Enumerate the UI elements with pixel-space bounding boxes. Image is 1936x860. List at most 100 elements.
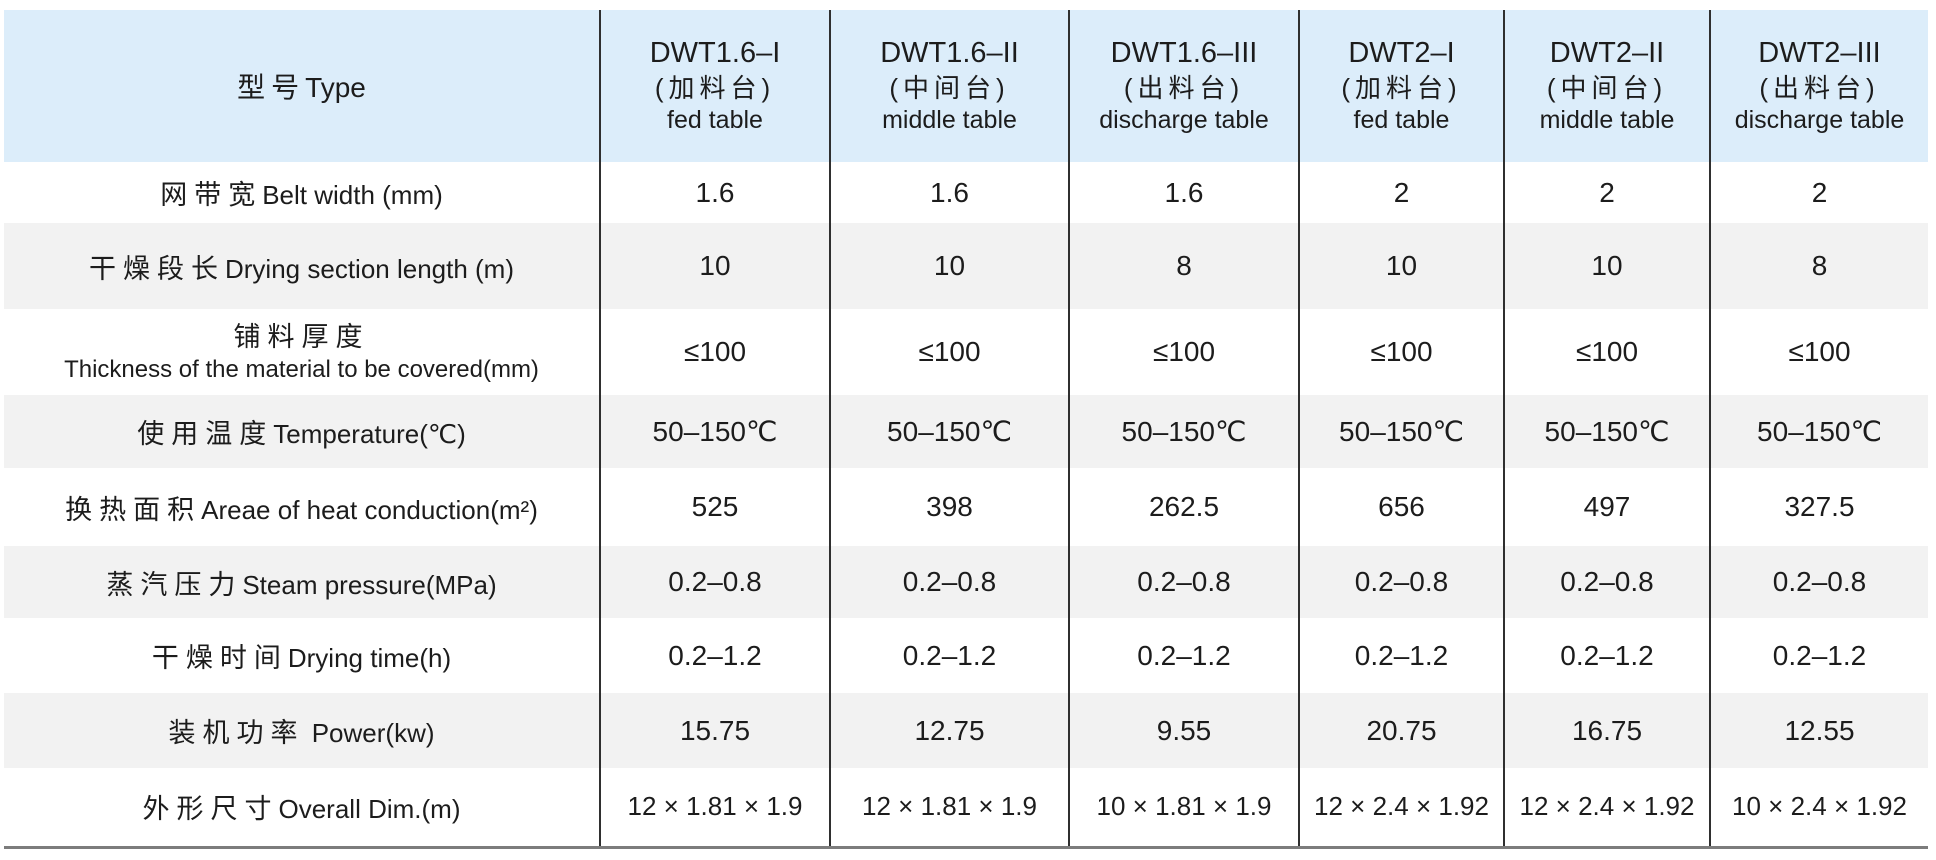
model-name-zh: (加料台) xyxy=(654,73,776,103)
table-cell: 525 xyxy=(599,468,830,546)
table-cell: ≤100 xyxy=(1298,309,1504,395)
table-row-drying-section-length: 干燥段长Drying section length (m) 10 10 8 10… xyxy=(4,223,1928,309)
table-cell: 10 × 2.4 × 1.92 xyxy=(1709,768,1928,847)
table-cell: 10 xyxy=(829,223,1069,309)
table-cell: 50–150℃ xyxy=(829,395,1069,468)
model-name-en: middle table xyxy=(882,106,1017,134)
column-header-dwt2-3: DWT2–III (出料台) discharge table xyxy=(1709,10,1928,162)
row-label-drying-section-length: 干燥段长Drying section length (m) xyxy=(4,223,600,309)
table-cell: 0.2–0.8 xyxy=(1503,546,1710,618)
table-cell: 1.6 xyxy=(1068,162,1299,223)
table-cell: 8 xyxy=(1709,223,1928,309)
table-cell: 0.2–1.2 xyxy=(599,618,830,693)
table-row-material-thickness: 铺料厚度 Thickness of the material to be cove… xyxy=(4,309,1928,395)
table-row-heat-conduction-area: 换热面积Areae of heat conduction(m²) 525 398… xyxy=(4,468,1928,546)
table-cell: ≤100 xyxy=(829,309,1069,395)
column-header-dwt1-6-2: DWT1.6–II (中间台) middle table xyxy=(829,10,1069,162)
row-label-zh: 装机功率 xyxy=(168,718,305,748)
table-row-belt-width: 网带宽Belt width (mm) 1.6 1.6 1.6 2 2 2 xyxy=(4,162,1928,223)
table-cell: 50–150℃ xyxy=(1503,395,1710,468)
table-cell: 0.2–1.2 xyxy=(829,618,1069,693)
table-cell: 0.2–0.8 xyxy=(1298,546,1504,618)
model-name-en: fed table xyxy=(1353,106,1450,134)
row-label-belt-width: 网带宽Belt width (mm) xyxy=(4,162,600,223)
table-cell: 12 × 1.81 × 1.9 xyxy=(599,768,830,847)
model-name: DWT2–III xyxy=(1758,37,1881,69)
model-name: DWT1.6–II xyxy=(880,37,1019,69)
model-name-en: middle table xyxy=(1539,106,1675,134)
row-label-material-thickness: 铺料厚度 Thickness of the material to be cove… xyxy=(4,309,600,395)
table-cell: 2 xyxy=(1298,162,1504,223)
column-header-dwt2-2: DWT2–II (中间台) middle table xyxy=(1503,10,1710,162)
model-name-en: discharge table xyxy=(1099,106,1269,134)
model-name: DWT2–II xyxy=(1549,37,1665,69)
row-label-en: Steam pressure(MPa) xyxy=(242,569,497,600)
corner-label-en: Type xyxy=(305,72,366,103)
table-cell: 50–150℃ xyxy=(1068,395,1299,468)
column-header-dwt1-6-1: DWT1.6–I (加料台) fed table xyxy=(599,10,830,162)
table-row-overall-dim: 外形尺寸Overall Dim.(m) 12 × 1.81 × 1.9 12 ×… xyxy=(4,768,1928,847)
table-cell: 0.2–0.8 xyxy=(1709,546,1928,618)
model-name-en: fed table xyxy=(667,106,763,134)
row-label-zh: 铺料厚度 xyxy=(233,322,370,352)
row-label-temperature: 使用温度Temperature(℃) xyxy=(4,395,600,468)
table-cell: 0.2–1.2 xyxy=(1503,618,1710,693)
model-name-en: discharge table xyxy=(1734,106,1905,134)
row-label-en: Overall Dim.(m) xyxy=(278,794,461,825)
table-cell: 262.5 xyxy=(1068,468,1299,546)
table-cell: 327.5 xyxy=(1709,468,1928,546)
table-cell: ≤100 xyxy=(1709,309,1928,395)
table-cell: ≤100 xyxy=(1503,309,1710,395)
row-label-en: Thickness of the material to be covered(… xyxy=(64,356,539,383)
column-header-dwt2-1: DWT2–I (加料台) fed table xyxy=(1298,10,1504,162)
table-cell: 0.2–0.8 xyxy=(829,546,1069,618)
row-label-zh: 蒸汽压力 xyxy=(106,569,243,600)
table-cell: 497 xyxy=(1503,468,1710,546)
table-cell: 0.2–1.2 xyxy=(1068,618,1299,693)
model-name-zh: (出料台) xyxy=(1123,73,1245,103)
row-label-zh: 网带宽 xyxy=(160,180,263,210)
model-name-zh: (中间台) xyxy=(1546,73,1668,103)
table-cell: 12 × 2.4 × 1.92 xyxy=(1503,768,1710,847)
row-label-en: Belt width (mm) xyxy=(262,180,443,210)
header-row: 型号Type DWT1.6–I (加料台) fed table DWT1.6–I… xyxy=(4,10,1928,162)
table-cell: 0.2–1.2 xyxy=(1709,618,1928,693)
table-cell: 0.2–0.8 xyxy=(1068,546,1299,618)
model-name: DWT1.6–III xyxy=(1110,37,1258,69)
table-cell: 12.75 xyxy=(829,693,1069,768)
table-row-temperature: 使用温度Temperature(℃) 50–150℃ 50–150℃ 50–15… xyxy=(4,395,1928,468)
table-row-drying-time: 干燥时间Drying time(h) 0.2–1.2 0.2–1.2 0.2–1… xyxy=(4,618,1928,693)
row-label-en: Drying time(h) xyxy=(287,643,452,673)
row-label-zh: 换热面积 xyxy=(65,494,202,525)
row-label-overall-dim: 外形尺寸Overall Dim.(m) xyxy=(4,768,600,847)
table-cell: 12 × 1.81 × 1.9 xyxy=(829,768,1069,847)
table-cell: 8 xyxy=(1068,223,1299,309)
table-row-power: 装机功率 Power(kw) 15.75 12.75 9.55 20.75 16… xyxy=(4,693,1928,768)
column-header-dwt1-6-3: DWT1.6–III (出料台) discharge table xyxy=(1068,10,1299,162)
table-cell: 10 xyxy=(1503,223,1710,309)
table-cell: 0.2–1.2 xyxy=(1298,618,1504,693)
spec-table: 型号Type DWT1.6–I (加料台) fed table DWT1.6–I… xyxy=(4,10,1928,849)
row-label-zh: 外形尺寸 xyxy=(142,794,279,825)
table-cell: 50–150℃ xyxy=(1298,395,1504,468)
row-label-steam-pressure: 蒸汽压力Steam pressure(MPa) xyxy=(4,546,600,618)
table-cell: 2 xyxy=(1503,162,1710,223)
model-name-zh: (中间台) xyxy=(889,73,1010,103)
table-cell: 15.75 xyxy=(599,693,830,768)
table-cell: 2 xyxy=(1709,162,1928,223)
table-cell: 1.6 xyxy=(599,162,830,223)
model-name: DWT2–I xyxy=(1348,37,1455,69)
row-label-en: Power(kw) xyxy=(304,718,435,748)
table-cell: 50–150℃ xyxy=(1709,395,1928,468)
row-label-en: Areae of heat conduction(m²) xyxy=(201,494,538,525)
table-cell: 0.2–0.8 xyxy=(599,546,830,618)
table-cell: 398 xyxy=(829,468,1069,546)
table-cell: 9.55 xyxy=(1068,693,1299,768)
corner-header-type: 型号Type xyxy=(4,10,600,162)
row-label-zh: 使用温度 xyxy=(137,419,274,449)
table-cell: 10 × 1.81 × 1.9 xyxy=(1068,768,1299,847)
table-cell: 12 × 2.4 × 1.92 xyxy=(1298,768,1504,847)
table-row-steam-pressure: 蒸汽压力Steam pressure(MPa) 0.2–0.8 0.2–0.8 … xyxy=(4,546,1928,618)
table-cell: ≤100 xyxy=(1068,309,1299,395)
